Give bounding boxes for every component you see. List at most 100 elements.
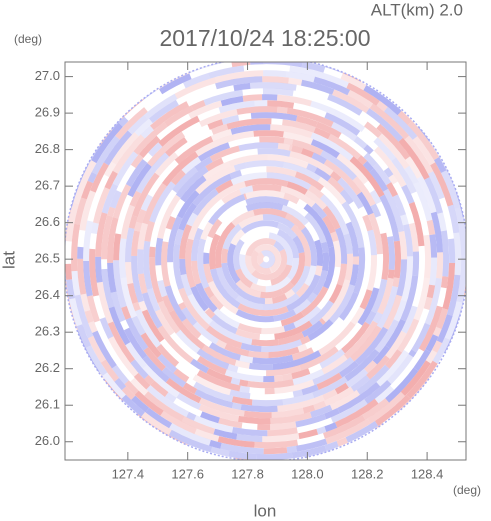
- scan-cell: [265, 276, 292, 293]
- scan-cell: [400, 275, 419, 322]
- scan-cell: [429, 257, 438, 286]
- scan-cell: [347, 89, 374, 109]
- scan-cell: [301, 148, 314, 158]
- scan-cell: [282, 373, 293, 381]
- scan-cell: [323, 159, 362, 196]
- scan-cell: [131, 255, 144, 303]
- scan-cell: [91, 135, 120, 175]
- scan-cell: [215, 179, 234, 194]
- scan-cell: [364, 121, 382, 138]
- scan-cell: [436, 314, 453, 344]
- scan-cell: [262, 88, 294, 97]
- scan-cell: [404, 135, 434, 174]
- scan-cell: [334, 382, 349, 395]
- scan-cell: [120, 277, 137, 319]
- scan-cell: [235, 295, 263, 310]
- scan-cell: [372, 163, 392, 186]
- scan-cell: [392, 277, 400, 288]
- scan-cell: [320, 241, 329, 253]
- x-unit: (deg): [453, 483, 481, 497]
- scan-cell: [187, 293, 213, 325]
- scan-cell: [242, 94, 263, 102]
- scan-cell: [84, 310, 94, 324]
- scan-cell: [148, 142, 163, 157]
- scan-cell: [264, 297, 273, 305]
- scan-cell: [228, 450, 257, 460]
- scan-cell: [374, 146, 407, 188]
- scan-cell: [305, 62, 321, 66]
- scan-cell: [324, 408, 340, 420]
- scan-cell: [159, 73, 192, 95]
- scan-cell: [251, 399, 284, 407]
- scan-cell: [344, 349, 380, 382]
- scan-cell: [259, 255, 276, 269]
- scan-cell: [156, 344, 180, 367]
- scan-cell: [239, 379, 249, 387]
- scan-cell: [170, 169, 186, 186]
- y-tick-label: 26.8: [35, 141, 60, 156]
- scan-cell: [337, 382, 381, 414]
- scan-cell: [173, 368, 190, 383]
- scan-cell: [323, 414, 366, 439]
- scan-cell: [208, 65, 245, 79]
- scan-cell: [266, 166, 297, 178]
- scan-cell: [280, 185, 316, 208]
- scan-cell: [292, 235, 305, 254]
- y-tick-label: 26.9: [35, 105, 60, 120]
- scan-cell: [441, 170, 461, 210]
- scan-cell: [289, 150, 334, 176]
- scan-cell: [300, 335, 311, 345]
- scan-cell: [321, 279, 351, 323]
- scan-cell: [267, 154, 309, 169]
- scan-cell: [324, 422, 338, 432]
- scan-cell: [211, 314, 238, 335]
- scan-cell: [304, 212, 327, 244]
- scan-cell: [301, 320, 324, 338]
- scan-cell: [345, 421, 379, 443]
- scan-cell: [241, 220, 279, 234]
- scan-cell: [313, 400, 327, 411]
- scan-cell: [295, 283, 310, 298]
- scan-cell: [453, 232, 462, 276]
- scan-cell: [307, 319, 334, 341]
- scan-cell: [248, 350, 269, 359]
- scan-cell: [133, 372, 151, 390]
- scan-cell: [369, 103, 410, 140]
- y-unit: (deg): [14, 32, 42, 46]
- scan-cell: [154, 152, 179, 177]
- scan-cell: [277, 142, 290, 151]
- scan-cell: [329, 284, 356, 324]
- scan-cell: [229, 389, 251, 400]
- scan-cell: [312, 376, 348, 399]
- scan-cell: [203, 252, 210, 265]
- scan-cell: [242, 57, 259, 59]
- scan-cell: [350, 306, 365, 325]
- scan-cell: [376, 123, 411, 160]
- scan-cell: [77, 246, 84, 259]
- scan-cell: [143, 347, 166, 372]
- scan-cell: [208, 320, 253, 345]
- scan-cell: [374, 394, 411, 426]
- scan-cell: [132, 302, 141, 312]
- scan-cell: [161, 295, 175, 313]
- scan-cell: [259, 57, 306, 62]
- scan-cell: [221, 262, 239, 292]
- x-tick-label: 127.6: [171, 466, 204, 481]
- scan-cell: [293, 299, 312, 315]
- scan-cell: [432, 326, 442, 337]
- scan-cell: [319, 318, 326, 325]
- scan-cell: [231, 62, 251, 68]
- scan-cell: [233, 239, 245, 271]
- scan-cell: [208, 194, 246, 225]
- scan-cell: [301, 286, 329, 317]
- scan-cell: [168, 429, 213, 453]
- scan-cell: [249, 362, 274, 371]
- scan-cell: [196, 369, 241, 392]
- scan-cell: [387, 354, 414, 385]
- scan-cell: [204, 308, 216, 319]
- scan-cell: [245, 255, 256, 275]
- scan-cell: [95, 256, 103, 283]
- scan-cell: [324, 441, 339, 451]
- scan-cell: [251, 248, 288, 281]
- scan-cell: [283, 322, 296, 332]
